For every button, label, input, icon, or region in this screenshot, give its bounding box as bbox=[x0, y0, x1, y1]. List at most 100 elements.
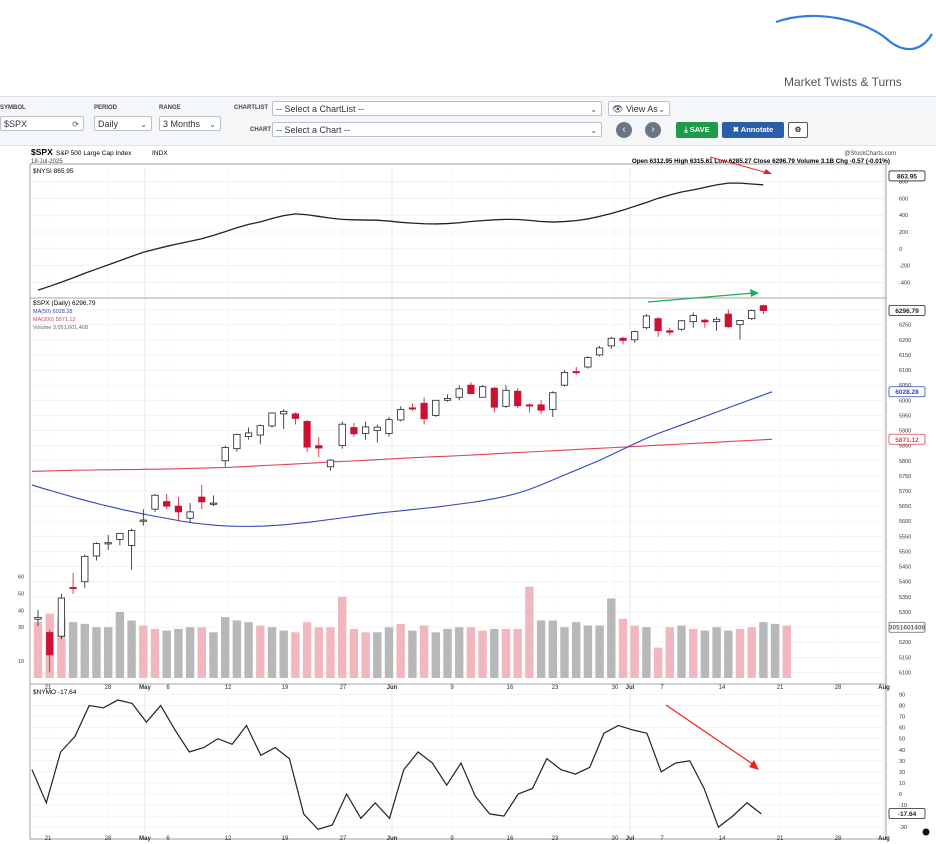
legend-ma200: MA(200) 5871.12 bbox=[33, 317, 76, 323]
candle-body bbox=[490, 387, 498, 408]
annotate-button[interactable]: ✖ Annotate bbox=[722, 122, 784, 138]
candle-body bbox=[443, 398, 452, 401]
symbol-input[interactable]: $SPX ⟳ bbox=[0, 116, 84, 131]
candle-body bbox=[537, 404, 545, 411]
x-tick-label: Aug bbox=[878, 836, 890, 842]
ma50-line bbox=[31, 391, 773, 527]
volume-bar bbox=[607, 598, 616, 678]
candle-body bbox=[373, 426, 381, 431]
ma50-value-badge-box bbox=[888, 386, 926, 398]
legend-ma50: MA(50) 6028.28 bbox=[33, 309, 72, 315]
next-chart-button[interactable]: › bbox=[645, 122, 661, 138]
volume-bar bbox=[759, 622, 768, 678]
gear-icon: ⚙ bbox=[794, 125, 802, 134]
volume-bar bbox=[361, 632, 370, 678]
volume-bar bbox=[174, 628, 183, 678]
candle-body bbox=[666, 330, 674, 333]
y-tick-label: 5550 bbox=[899, 534, 911, 540]
chartlist-select[interactable]: -- Select a ChartList -- ⌄ bbox=[272, 101, 602, 116]
candle-body bbox=[69, 587, 77, 590]
refresh-icon[interactable]: ⟳ bbox=[72, 120, 79, 129]
brand-swoosh-icon bbox=[775, 14, 933, 51]
volume-bar bbox=[665, 627, 674, 678]
range-select[interactable]: 3 Months ⌄ bbox=[159, 116, 221, 131]
volume-bar bbox=[501, 628, 511, 678]
stock-chart: $SPX S&P 500 Large Cap Index INDX 18-Jul… bbox=[18, 147, 930, 842]
period-select[interactable]: Daily ⌄ bbox=[94, 116, 152, 131]
volume-bar bbox=[291, 632, 300, 678]
candle-body bbox=[291, 413, 300, 419]
x-tick-label: 14 bbox=[719, 836, 726, 842]
brand-logo: Market Twists & Turns bbox=[770, 8, 936, 89]
y-tick-label: 90 bbox=[899, 693, 905, 699]
volume-bar bbox=[536, 620, 546, 678]
header-name: S&P 500 Large Cap Index bbox=[56, 150, 132, 157]
nyse-last-value-badge-box bbox=[888, 170, 926, 182]
volume-bar bbox=[127, 620, 136, 678]
x-tick-label: 30 bbox=[612, 836, 619, 842]
download-icon: ⤓ bbox=[684, 125, 690, 134]
x-tick-label: 6 bbox=[166, 685, 170, 691]
x-tick-label: 9 bbox=[450, 685, 454, 691]
header-exchange: INDX bbox=[152, 150, 168, 157]
y-tick-label: 5950 bbox=[899, 413, 911, 419]
y-tick-label: 200 bbox=[899, 230, 908, 236]
chevron-down-icon: ⌄ bbox=[590, 126, 597, 135]
candle-body bbox=[92, 543, 101, 557]
value-badges: 863.95 6296.79 6028.28 5871.12 3051601408 -17… bbox=[888, 170, 926, 819]
volume-bar bbox=[443, 628, 452, 678]
volume-bar bbox=[408, 630, 417, 678]
candle-body bbox=[315, 445, 323, 449]
candle-body bbox=[280, 411, 288, 415]
candle-body bbox=[502, 389, 510, 407]
volume-bar bbox=[466, 627, 476, 678]
candle-body bbox=[525, 404, 534, 407]
y-tick-label: -10 bbox=[899, 803, 907, 809]
view-as-select[interactable]: 👁 View As ⌄ bbox=[608, 101, 670, 116]
chevron-down-icon: ⌄ bbox=[209, 120, 216, 129]
candle-body bbox=[350, 427, 358, 435]
volume-bar bbox=[232, 620, 242, 678]
candle-body bbox=[478, 386, 487, 398]
y-tick-label: 5350 bbox=[899, 595, 911, 601]
candle-body bbox=[198, 496, 206, 503]
volume-bar bbox=[221, 617, 230, 678]
price-trend-arrow bbox=[647, 289, 759, 303]
volume-bar bbox=[490, 628, 499, 678]
volume-bar bbox=[700, 630, 710, 678]
x-tick-label: Jun bbox=[387, 836, 398, 842]
candle-body bbox=[549, 392, 557, 410]
x-tick-label: 19 bbox=[282, 836, 289, 842]
volume-tick-label: 50 bbox=[18, 591, 24, 597]
y-tick-label: 40 bbox=[899, 748, 905, 754]
volume-bar bbox=[712, 627, 721, 678]
ma50-value-badge: 6028.28 bbox=[895, 389, 919, 396]
candle-body bbox=[34, 617, 42, 620]
volume-bar bbox=[747, 627, 756, 678]
legend-volume: Volume 3,051,601,408 bbox=[33, 325, 88, 331]
y-tick-label: 6200 bbox=[899, 338, 911, 344]
x-tick-label: 16 bbox=[507, 685, 514, 691]
volume-bar bbox=[560, 627, 569, 678]
x-tick-label: May bbox=[139, 685, 151, 691]
candle-body bbox=[244, 432, 253, 437]
x-tick-label: 7 bbox=[660, 685, 664, 691]
candle-body bbox=[221, 447, 229, 462]
chart-label: CHART bbox=[250, 127, 271, 133]
x-tick-label: Jun bbox=[387, 685, 398, 691]
y-tick-label: 800 bbox=[899, 179, 908, 185]
previous-chart-button[interactable]: ‹ bbox=[616, 122, 632, 138]
settings-button[interactable]: ⚙ bbox=[788, 122, 808, 138]
volume-bar bbox=[455, 627, 464, 678]
candle-body bbox=[385, 419, 393, 434]
candle-body bbox=[326, 459, 335, 468]
volume-value-badge: 3051601408 bbox=[889, 625, 926, 632]
volume-bar bbox=[724, 630, 733, 678]
chart-select[interactable]: -- Select a Chart -- ⌄ bbox=[272, 122, 602, 137]
y-tick-label: -400 bbox=[899, 281, 910, 287]
volume-tick-label: 10 bbox=[18, 659, 24, 665]
save-button[interactable]: ⤓ SAVE bbox=[676, 122, 718, 138]
x-tick-label: 21 bbox=[777, 685, 784, 691]
x-tick-label: 23 bbox=[552, 685, 559, 691]
x-tick-label: Jul bbox=[626, 836, 635, 842]
